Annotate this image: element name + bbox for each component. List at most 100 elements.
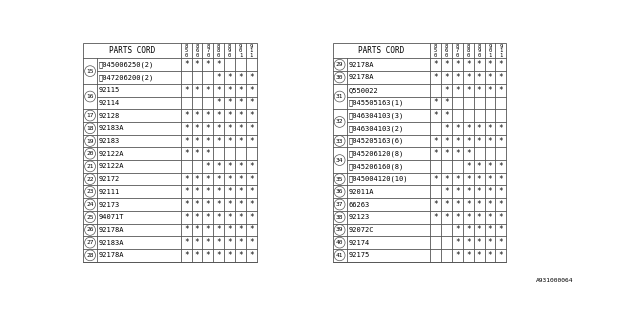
- Text: *: *: [466, 124, 470, 133]
- Text: *: *: [466, 60, 470, 69]
- Text: *: *: [444, 200, 449, 209]
- Text: 37: 37: [336, 202, 344, 207]
- Text: *: *: [227, 162, 232, 171]
- Text: PARTS CORD: PARTS CORD: [109, 46, 155, 55]
- Text: *: *: [488, 225, 492, 235]
- Text: *: *: [477, 200, 481, 209]
- Text: 92183A: 92183A: [99, 240, 124, 246]
- Text: *: *: [195, 124, 199, 133]
- Text: 92183A: 92183A: [99, 125, 124, 131]
- Text: *: *: [195, 60, 199, 69]
- Text: *: *: [488, 60, 492, 69]
- Text: 92011A: 92011A: [348, 189, 374, 195]
- Text: *: *: [499, 124, 503, 133]
- Text: *: *: [195, 175, 199, 184]
- Text: *: *: [205, 60, 210, 69]
- Text: *: *: [238, 98, 243, 108]
- Text: *: *: [195, 149, 199, 158]
- Text: Ⓢ046304103(2): Ⓢ046304103(2): [348, 125, 403, 132]
- Text: 92178A: 92178A: [348, 75, 374, 80]
- Text: *: *: [227, 238, 232, 247]
- Text: A931000064: A931000064: [536, 278, 573, 283]
- Text: *: *: [238, 162, 243, 171]
- Text: 8
9
0: 8 9 0: [228, 44, 231, 58]
- Text: *: *: [238, 238, 243, 247]
- Text: Ⓢ046304103(3): Ⓢ046304103(3): [348, 112, 403, 119]
- Text: *: *: [466, 86, 470, 95]
- Text: *: *: [477, 60, 481, 69]
- Text: *: *: [444, 187, 449, 196]
- Text: *: *: [195, 238, 199, 247]
- Text: *: *: [433, 111, 438, 120]
- Text: *: *: [216, 225, 221, 235]
- Text: *: *: [216, 86, 221, 95]
- Text: *: *: [205, 162, 210, 171]
- Text: *: *: [238, 213, 243, 222]
- Text: *: *: [433, 175, 438, 184]
- Text: *: *: [444, 98, 449, 108]
- Text: *: *: [477, 187, 481, 196]
- Text: *: *: [227, 86, 232, 95]
- Text: *: *: [455, 175, 460, 184]
- Text: Ⓢ045004120(10): Ⓢ045004120(10): [348, 176, 408, 182]
- Text: *: *: [455, 238, 460, 247]
- Text: 35: 35: [336, 177, 344, 182]
- Text: *: *: [477, 238, 481, 247]
- Text: *: *: [444, 60, 449, 69]
- Text: *: *: [205, 124, 210, 133]
- Text: *: *: [477, 124, 481, 133]
- Text: *: *: [184, 111, 189, 120]
- Text: *: *: [499, 175, 503, 184]
- Text: *: *: [205, 225, 210, 235]
- Text: 33: 33: [336, 139, 344, 143]
- Text: *: *: [466, 213, 470, 222]
- Text: *: *: [205, 86, 210, 95]
- Text: *: *: [249, 251, 253, 260]
- Text: *: *: [488, 213, 492, 222]
- Text: *: *: [488, 162, 492, 171]
- Text: *: *: [216, 111, 221, 120]
- Text: *: *: [455, 86, 460, 95]
- Text: 9
0
1: 9 0 1: [488, 44, 492, 58]
- Text: *: *: [477, 225, 481, 235]
- Text: *: *: [499, 162, 503, 171]
- Text: 24: 24: [86, 202, 94, 207]
- Text: Ⓢ045006250(2): Ⓢ045006250(2): [99, 61, 154, 68]
- Text: 29: 29: [336, 62, 344, 67]
- Text: *: *: [249, 225, 253, 235]
- Text: *: *: [216, 98, 221, 108]
- Text: *: *: [455, 213, 460, 222]
- Text: *: *: [195, 225, 199, 235]
- Text: 8
9
0: 8 9 0: [477, 44, 481, 58]
- Text: *: *: [444, 175, 449, 184]
- Text: *: *: [466, 251, 470, 260]
- Text: *: *: [205, 213, 210, 222]
- Text: *: *: [433, 60, 438, 69]
- Text: *: *: [466, 162, 470, 171]
- Text: *: *: [249, 187, 253, 196]
- Bar: [333, 43, 506, 262]
- Text: 27: 27: [86, 240, 94, 245]
- Text: *: *: [488, 124, 492, 133]
- Text: *: *: [238, 225, 243, 235]
- Text: 9
1
1: 9 1 1: [250, 44, 253, 58]
- Text: *: *: [249, 73, 253, 82]
- Text: *: *: [466, 187, 470, 196]
- Text: 92122A: 92122A: [99, 151, 124, 157]
- Text: 92183: 92183: [99, 138, 120, 144]
- Text: *: *: [488, 187, 492, 196]
- Text: *: *: [205, 175, 210, 184]
- Text: 8
6
0: 8 6 0: [445, 44, 448, 58]
- Text: *: *: [477, 86, 481, 95]
- Text: 15: 15: [86, 68, 94, 74]
- Text: 66263: 66263: [348, 202, 369, 208]
- Text: *: *: [488, 73, 492, 82]
- Text: *: *: [466, 73, 470, 82]
- Text: *: *: [433, 98, 438, 108]
- Text: 92175: 92175: [348, 252, 369, 258]
- Text: 8
7
0: 8 7 0: [206, 44, 209, 58]
- Bar: [83, 43, 257, 262]
- Text: *: *: [466, 149, 470, 158]
- Text: *: *: [227, 175, 232, 184]
- Text: *: *: [455, 225, 460, 235]
